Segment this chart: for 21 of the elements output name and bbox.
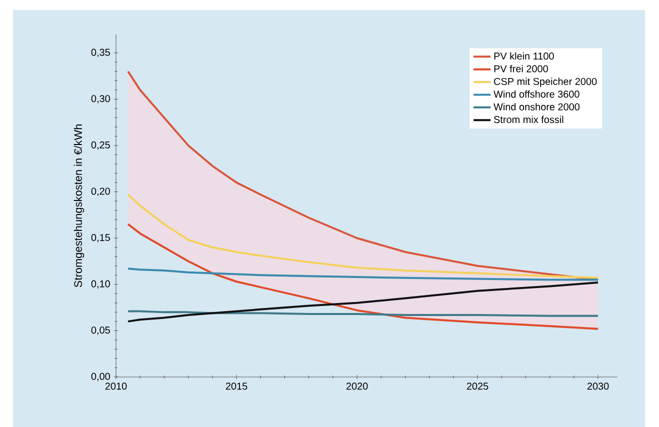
y-tick-label: 0,35 bbox=[91, 48, 110, 58]
legend-label: Wind offshore 3600 bbox=[494, 90, 580, 98]
y-tick-label: 0,30 bbox=[91, 95, 110, 104]
y-tick-label: 0,00 bbox=[91, 372, 110, 382]
y-tick-label: 0,05 bbox=[91, 326, 110, 335]
legend-label: CSP mit Speicher 2000 bbox=[494, 78, 597, 87]
x-tick-label: 2030 bbox=[587, 382, 609, 390]
line-series bbox=[127, 223, 600, 330]
y-tick-label: 0,15 bbox=[91, 234, 110, 242]
x-tick-label: 2015 bbox=[226, 382, 248, 390]
y-tick-label: 0,10 bbox=[91, 280, 110, 289]
legend-label: Wind onshore 2000 bbox=[494, 103, 580, 110]
legend-label: PV frei 2000 bbox=[494, 64, 548, 72]
y-tick-label: 0,25 bbox=[91, 141, 110, 150]
legend-label: PV klein 1100 bbox=[494, 52, 554, 60]
x-tick-label: 2025 bbox=[466, 382, 488, 390]
y-tick-label: 0,20 bbox=[91, 188, 110, 196]
legend-label: Strom mix fossil bbox=[494, 116, 564, 124]
y-axis-title: Stromgestehungskosten in €/kWh bbox=[74, 124, 84, 288]
x-tick-label: 2010 bbox=[105, 382, 127, 390]
x-tick-label: 2020 bbox=[346, 382, 368, 390]
